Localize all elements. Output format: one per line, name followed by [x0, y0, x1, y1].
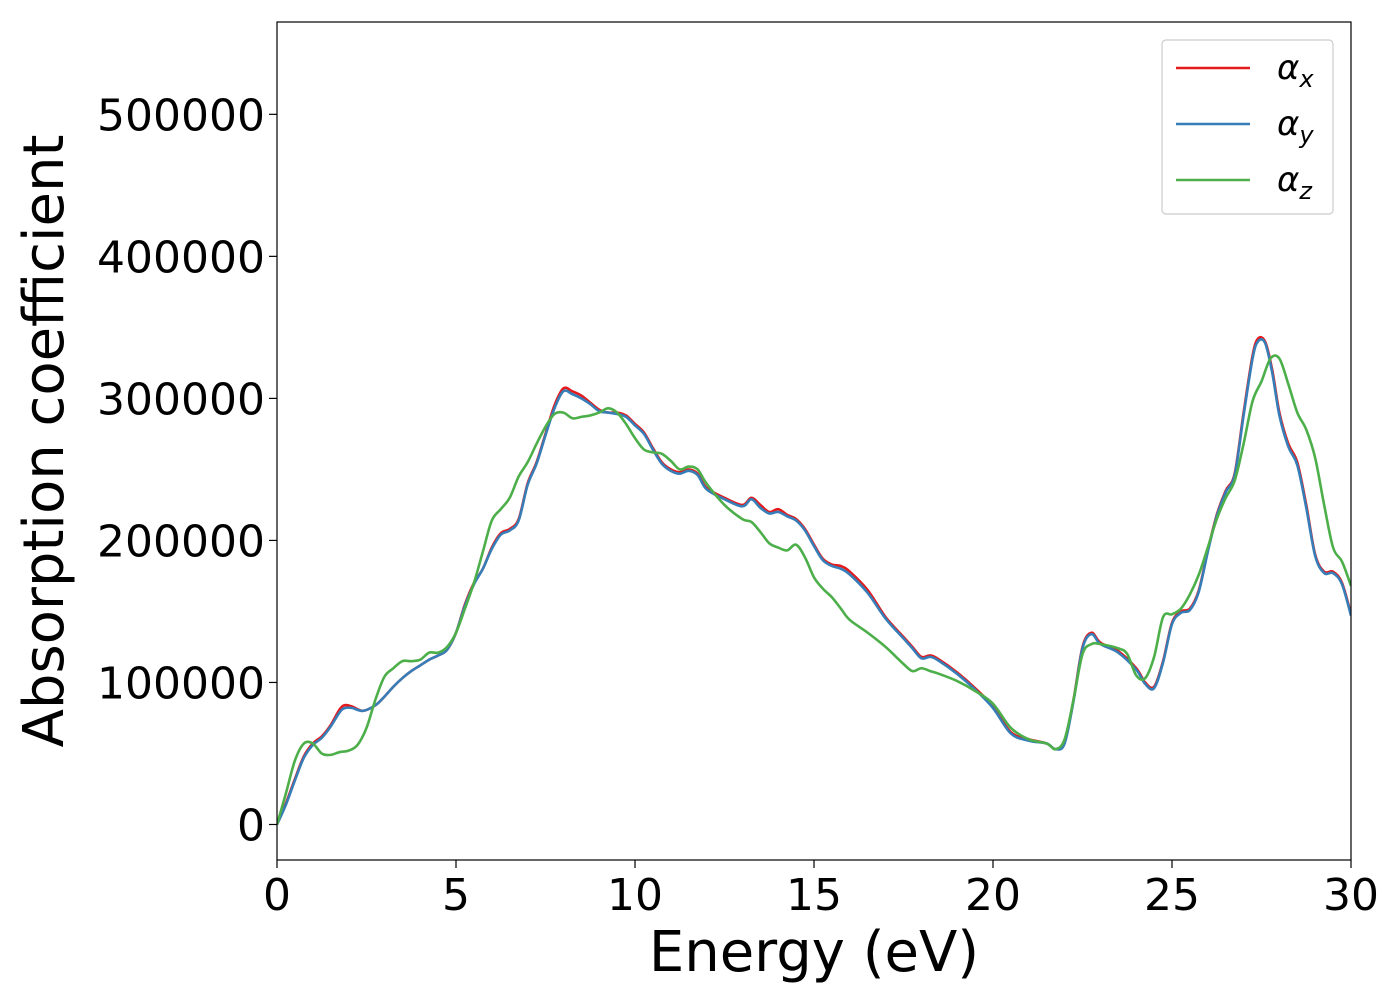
legend-label: αz — [1277, 160, 1313, 205]
y-axis-ticks: 0 100000 200000 300000 400000 500000 — [97, 90, 277, 851]
x-axis-label: Energy (eV) — [649, 920, 979, 985]
y-tick-label: 300000 — [97, 374, 265, 425]
y-tick-label: 400000 — [97, 232, 265, 283]
y-tick-label: 0 — [237, 800, 265, 851]
x-tick-label: 25 — [1144, 870, 1200, 921]
series-line-alpha-y — [277, 338, 1351, 826]
y-axis-label: Absorption coefficient — [12, 135, 77, 748]
x-tick-label: 30 — [1323, 870, 1379, 921]
series-layer — [277, 335, 1351, 826]
y-tick-label: 200000 — [97, 516, 265, 567]
x-tick-label: 5 — [442, 870, 470, 921]
x-tick-label: 20 — [965, 870, 1021, 921]
series-line-alpha-z — [277, 354, 1351, 825]
x-tick-label: 15 — [786, 870, 842, 921]
series-line-alpha-x — [277, 335, 1351, 825]
y-tick-label: 100000 — [97, 658, 265, 709]
x-tick-label: 0 — [263, 870, 291, 921]
y-tick-label: 500000 — [97, 90, 265, 141]
x-tick-label: 10 — [607, 870, 663, 921]
x-axis-ticks: 0 5 10 15 20 25 30 — [263, 860, 1379, 921]
legend-frame — [1161, 39, 1334, 215]
